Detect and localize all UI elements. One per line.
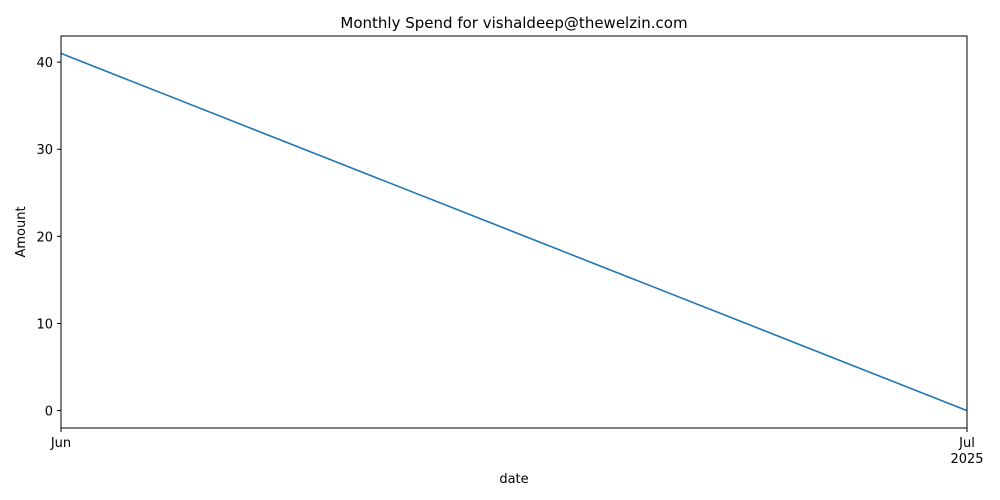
y-tick-label: 0: [45, 405, 53, 420]
x-tick-sublabel: 2025: [950, 452, 983, 467]
x-axis-label: date: [499, 472, 528, 487]
y-tick-label: 30: [36, 143, 53, 158]
y-tick-label: 20: [36, 230, 53, 245]
chart-title: Monthly Spend for vishaldeep@thewelzin.c…: [340, 14, 687, 32]
series-line: [60, 52, 968, 412]
y-axis-label: Amount: [14, 206, 29, 257]
x-tick-label: Jun: [50, 436, 71, 451]
plot-frame: [60, 35, 968, 429]
x-tick-label: Jul: [958, 436, 975, 451]
y-tick-label: 10: [36, 317, 53, 332]
y-tick-label: 40: [36, 56, 53, 71]
